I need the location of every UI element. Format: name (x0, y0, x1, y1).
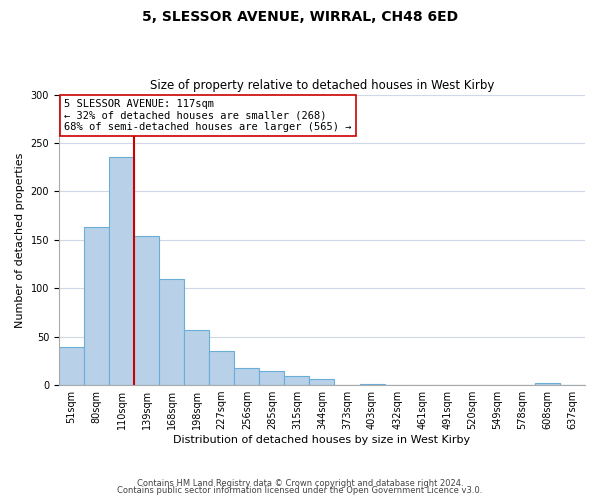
Bar (209, 351, 234, 385)
Text: 5 SLESSOR AVENUE: 117sqm
← 32% of detached houses are smaller (268)
68% of semi-: 5 SLESSOR AVENUE: 117sqm ← 32% of detach… (64, 99, 352, 132)
Bar (310, 380, 334, 385)
Bar (84, 227, 109, 385)
Y-axis label: Number of detached properties: Number of detached properties (15, 152, 25, 328)
Bar (234, 368, 259, 385)
Title: Size of property relative to detached houses in West Kirby: Size of property relative to detached ho… (150, 79, 494, 92)
Text: Contains public sector information licensed under the Open Government Licence v3: Contains public sector information licen… (118, 486, 482, 495)
Bar (159, 278, 184, 385)
Bar (359, 384, 385, 385)
Bar (134, 236, 159, 385)
Text: Contains HM Land Registry data © Crown copyright and database right 2024.: Contains HM Land Registry data © Crown c… (137, 478, 463, 488)
X-axis label: Distribution of detached houses by size in West Kirby: Distribution of detached houses by size … (173, 435, 470, 445)
Bar (284, 376, 310, 385)
Bar (259, 370, 284, 385)
Bar (109, 156, 134, 385)
Bar (184, 330, 209, 385)
Text: 5, SLESSOR AVENUE, WIRRAL, CH48 6ED: 5, SLESSOR AVENUE, WIRRAL, CH48 6ED (142, 10, 458, 24)
Bar (535, 383, 560, 385)
Bar (59, 348, 84, 385)
